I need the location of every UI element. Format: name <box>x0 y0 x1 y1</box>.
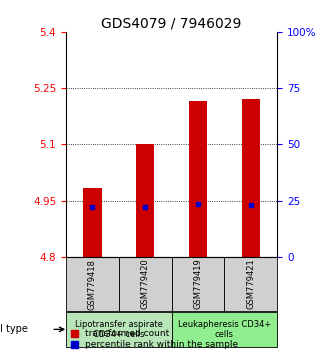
Bar <box>189 101 207 257</box>
FancyBboxPatch shape <box>172 257 224 311</box>
FancyBboxPatch shape <box>224 257 277 311</box>
Text: Leukapheresis CD34+
cells: Leukapheresis CD34+ cells <box>178 320 271 339</box>
Bar <box>83 188 102 257</box>
FancyBboxPatch shape <box>66 312 172 347</box>
FancyBboxPatch shape <box>66 257 119 311</box>
Bar <box>242 99 260 257</box>
Bar <box>136 144 154 257</box>
Legend: transformed count, percentile rank within the sample: transformed count, percentile rank withi… <box>71 329 238 349</box>
Text: GSM779420: GSM779420 <box>141 259 150 309</box>
Text: cell type: cell type <box>0 324 28 335</box>
FancyBboxPatch shape <box>172 312 277 347</box>
Text: GSM779421: GSM779421 <box>246 259 255 309</box>
Text: Lipotransfer aspirate
CD34+ cells: Lipotransfer aspirate CD34+ cells <box>75 320 163 339</box>
FancyBboxPatch shape <box>119 257 172 311</box>
Text: GSM779418: GSM779418 <box>88 259 97 310</box>
Title: GDS4079 / 7946029: GDS4079 / 7946029 <box>101 17 242 31</box>
Text: GSM779419: GSM779419 <box>193 259 203 309</box>
